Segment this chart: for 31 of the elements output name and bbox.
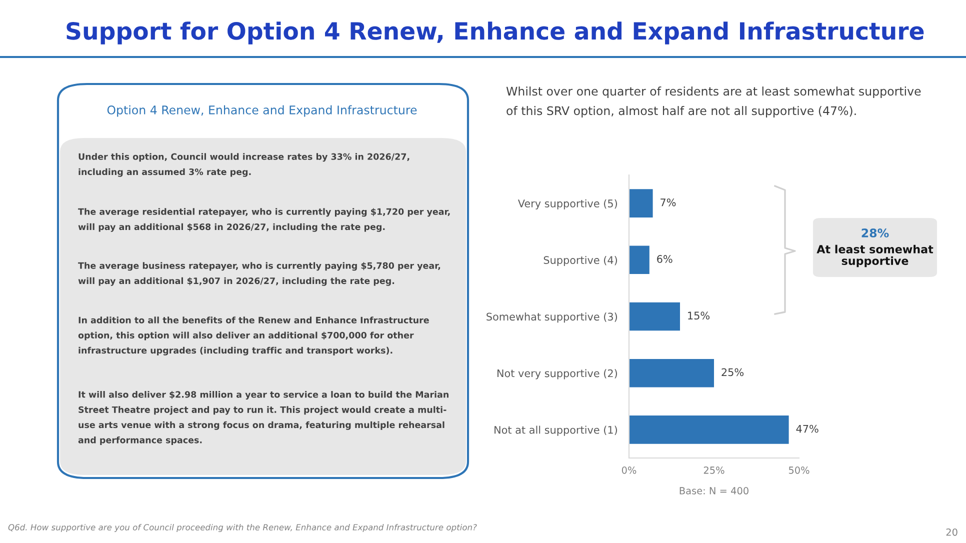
x-axis-title: Base: N = 400 <box>680 487 748 494</box>
text: The average residential ratepayer, who is currently paying $1,720 per year, will pay an additional $568 in 2026/27, including the rate peg. <box>78 208 450 232</box>
x-tick-label: 50% <box>788 466 810 474</box>
text: It will also deliver $2.98 million a year to service a loan to build the Marian Street Theatre project and pay to run it. This project would create a multi- use arts venue with a strong focus on drama, featuring multiple rehearsal and performance spaces. <box>78 390 448 446</box>
y-tick-label: Not at all supportive (1) <box>494 426 617 436</box>
data-label: 47% <box>796 424 818 433</box>
bar <box>629 416 789 444</box>
text: In addition to all the benefits of the Renew and Enhance Infrastructure option, this option will also deliver an additional $700,000 for other infrastructure upgrades (including traffic and transport works). <box>78 316 429 356</box>
data-label: 7% <box>660 198 676 206</box>
y-tick-label: Somewhat supportive (3) <box>486 312 617 323</box>
bar <box>629 302 680 331</box>
x-tick-label: 25% <box>704 466 724 474</box>
bar <box>629 246 650 274</box>
text: 20 <box>946 528 958 536</box>
data-label: 15% <box>688 312 710 320</box>
y-tick-label: Supportive (4) <box>544 256 617 266</box>
data-label: 25% <box>722 368 744 376</box>
text: 28% <box>862 228 889 238</box>
text: Option 4 Renew, Enhance and Expand Infrastructure <box>107 105 417 117</box>
chart-title: Support for Option 4 Renew, Enhance and Expand Infrastructure <box>66 22 924 44</box>
text: At least somewhat supportive <box>816 244 934 268</box>
chart-subtitle: Whilst over one quarter of residents are at least somewhat supportive of this SRV option, almost half are not all supportive (47%). <box>506 86 921 118</box>
data-label: 6% <box>657 255 672 263</box>
x-tick-label: 0% <box>622 466 636 474</box>
text: Q6d. How supportive are you of Council proceeding with the Renew, Enhance and Expand Infrastructure option? <box>8 524 477 532</box>
bar <box>629 358 714 388</box>
y-tick-label: Very supportive (5) <box>518 199 617 210</box>
text: Under this option, Council would increase rates by 33% in 2026/27, including an assumed 3% rate peg. <box>78 153 410 177</box>
y-tick-label: Not very supportive (2) <box>497 369 617 380</box>
text: The average business ratepayer, who is currently paying $5,780 per year, will pay an additional $1,907 in 2026/27, including the rate peg. <box>78 262 440 286</box>
bar <box>629 189 653 218</box>
